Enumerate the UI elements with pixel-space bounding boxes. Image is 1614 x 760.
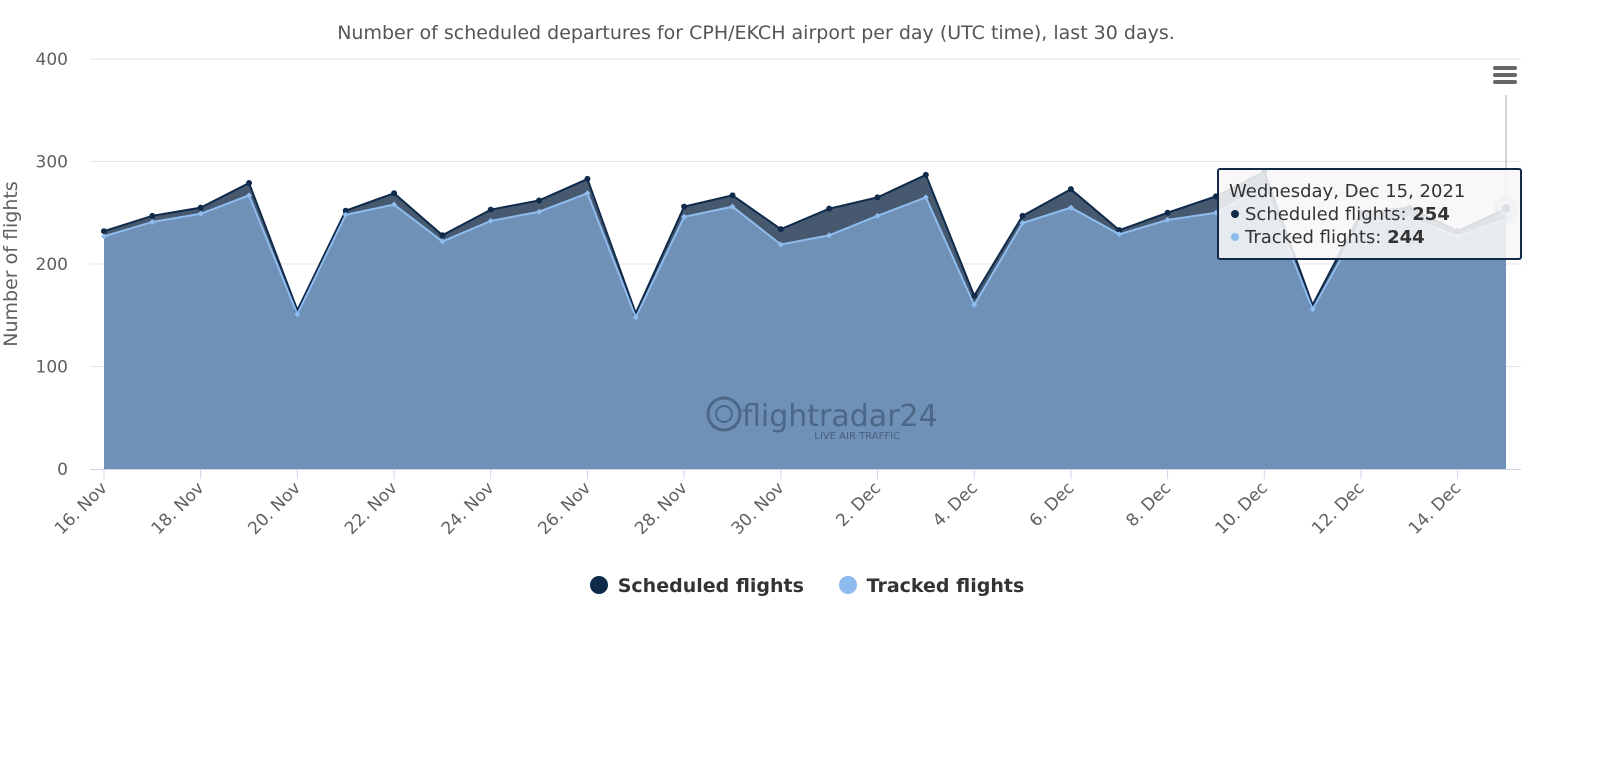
y-tick-label: 0: [57, 460, 68, 480]
data-point-tracked: [971, 302, 978, 308]
y-tick-label: 300: [36, 153, 68, 173]
tracked-dot-icon: [1231, 233, 1239, 241]
legend-dot-icon: [838, 576, 857, 594]
data-point-tracked: [1116, 231, 1123, 238]
chart-title: Number of scheduled departures for CPH/E…: [337, 22, 1175, 44]
data-point-scheduled: [536, 197, 543, 204]
y-tick-label: 100: [36, 358, 68, 378]
x-tick-label: 16. Nov: [51, 478, 112, 539]
data-point-tracked: [197, 210, 204, 217]
scheduled-dot-icon: [1231, 210, 1239, 218]
data-point-scheduled: [584, 175, 591, 182]
data-point-scheduled: [391, 190, 398, 197]
watermark-tagline: LIVE AIR TRAFFIC: [814, 431, 900, 442]
x-tick-label: 8. Dec: [1122, 478, 1175, 531]
x-tick-label: 6. Dec: [1026, 478, 1079, 531]
data-point-tracked: [681, 213, 688, 220]
data-point-tracked: [1019, 220, 1026, 226]
data-point-tracked: [536, 208, 543, 215]
data-point-scheduled: [1067, 186, 1074, 193]
y-axis-label: Number of flights: [0, 181, 22, 346]
legend-label: Scheduled flights: [617, 575, 804, 597]
data-point-scheduled: [197, 204, 204, 211]
data-point-tracked: [584, 190, 591, 197]
data-point-scheduled: [246, 180, 253, 187]
data-point-tracked: [101, 233, 107, 240]
data-point-scheduled: [922, 171, 929, 178]
x-tick-label: 22. Nov: [341, 478, 402, 539]
data-point-scheduled: [101, 228, 107, 235]
data-point-scheduled: [777, 226, 784, 233]
watermark-brand: flightradar24: [742, 399, 938, 434]
x-tick-label: 10. Dec: [1211, 478, 1271, 538]
x-tick-label: 20. Nov: [244, 478, 305, 539]
x-tick-label: 4. Dec: [929, 478, 982, 531]
data-point-scheduled: [1116, 227, 1123, 234]
data-point-tracked: [1164, 216, 1171, 223]
tooltip-value: 254: [1412, 204, 1450, 225]
data-point-scheduled: [439, 232, 446, 239]
area-tracked: [104, 187, 1506, 469]
legend-dot-icon: [589, 576, 608, 594]
legend: Scheduled flights Tracked flights: [0, 575, 1614, 597]
data-point-tracked: [294, 311, 301, 318]
data-point-scheduled: [971, 292, 978, 299]
x-tick-label: 18. Nov: [148, 478, 209, 539]
tooltip-row-scheduled: Scheduled flights: 254: [1229, 203, 1510, 226]
data-point-scheduled: [874, 194, 881, 201]
data-point-scheduled: [681, 203, 688, 210]
tooltip-value: 244: [1387, 227, 1425, 248]
data-point-tracked: [246, 192, 253, 199]
x-tick-label: 12. Dec: [1308, 478, 1368, 538]
legend-label: Tracked flights: [866, 575, 1025, 597]
data-point-tracked: [777, 241, 784, 248]
data-point-scheduled: [826, 205, 833, 212]
hamburger-menu-icon[interactable]: [1493, 66, 1517, 88]
watermark: flightradar24 LIVE AIR TRAFFIC: [706, 396, 938, 442]
data-point-tracked: [439, 238, 446, 245]
tooltip-row-tracked: Tracked flights: 244: [1229, 226, 1510, 249]
x-tick-label: 28. Nov: [631, 478, 692, 539]
data-point-tracked: [1067, 204, 1074, 211]
data-point-tracked: [729, 203, 736, 210]
tooltip-label: Scheduled flights:: [1245, 204, 1413, 225]
x-tick-label: 26. Nov: [534, 478, 595, 539]
y-tick-label: 400: [36, 50, 68, 70]
x-tick-label: 2. Dec: [832, 478, 885, 531]
data-point-scheduled: [1164, 209, 1171, 216]
tooltip: Wednesday, Dec 15, 2021 Scheduled flight…: [1217, 168, 1522, 260]
data-point-tracked: [342, 211, 349, 218]
tooltip-date: Wednesday, Dec 15, 2021: [1229, 181, 1466, 202]
data-point-scheduled: [149, 212, 156, 219]
tooltip-label: Tracked flights:: [1245, 227, 1388, 248]
x-tick-label: 24. Nov: [438, 478, 499, 539]
data-point-scheduled: [729, 192, 736, 199]
legend-item-tracked[interactable]: Tracked flights: [838, 575, 1025, 597]
data-point-tracked: [391, 201, 398, 208]
data-point-scheduled: [487, 206, 494, 213]
legend-item-scheduled[interactable]: Scheduled flights: [589, 575, 804, 597]
y-tick-label: 200: [36, 255, 68, 275]
data-point-tracked: [922, 194, 929, 201]
data-point-tracked: [149, 218, 156, 225]
data-point-scheduled: [1019, 212, 1026, 219]
data-point-scheduled: [342, 207, 349, 214]
x-tick-label: 30. Nov: [728, 478, 789, 539]
data-point-tracked: [874, 212, 881, 219]
data-point-tracked: [1309, 306, 1316, 313]
x-tick-label: 14. Dec: [1405, 478, 1465, 538]
data-point-tracked: [826, 232, 833, 239]
data-point-tracked: [487, 217, 494, 224]
data-point-tracked: [632, 314, 639, 321]
